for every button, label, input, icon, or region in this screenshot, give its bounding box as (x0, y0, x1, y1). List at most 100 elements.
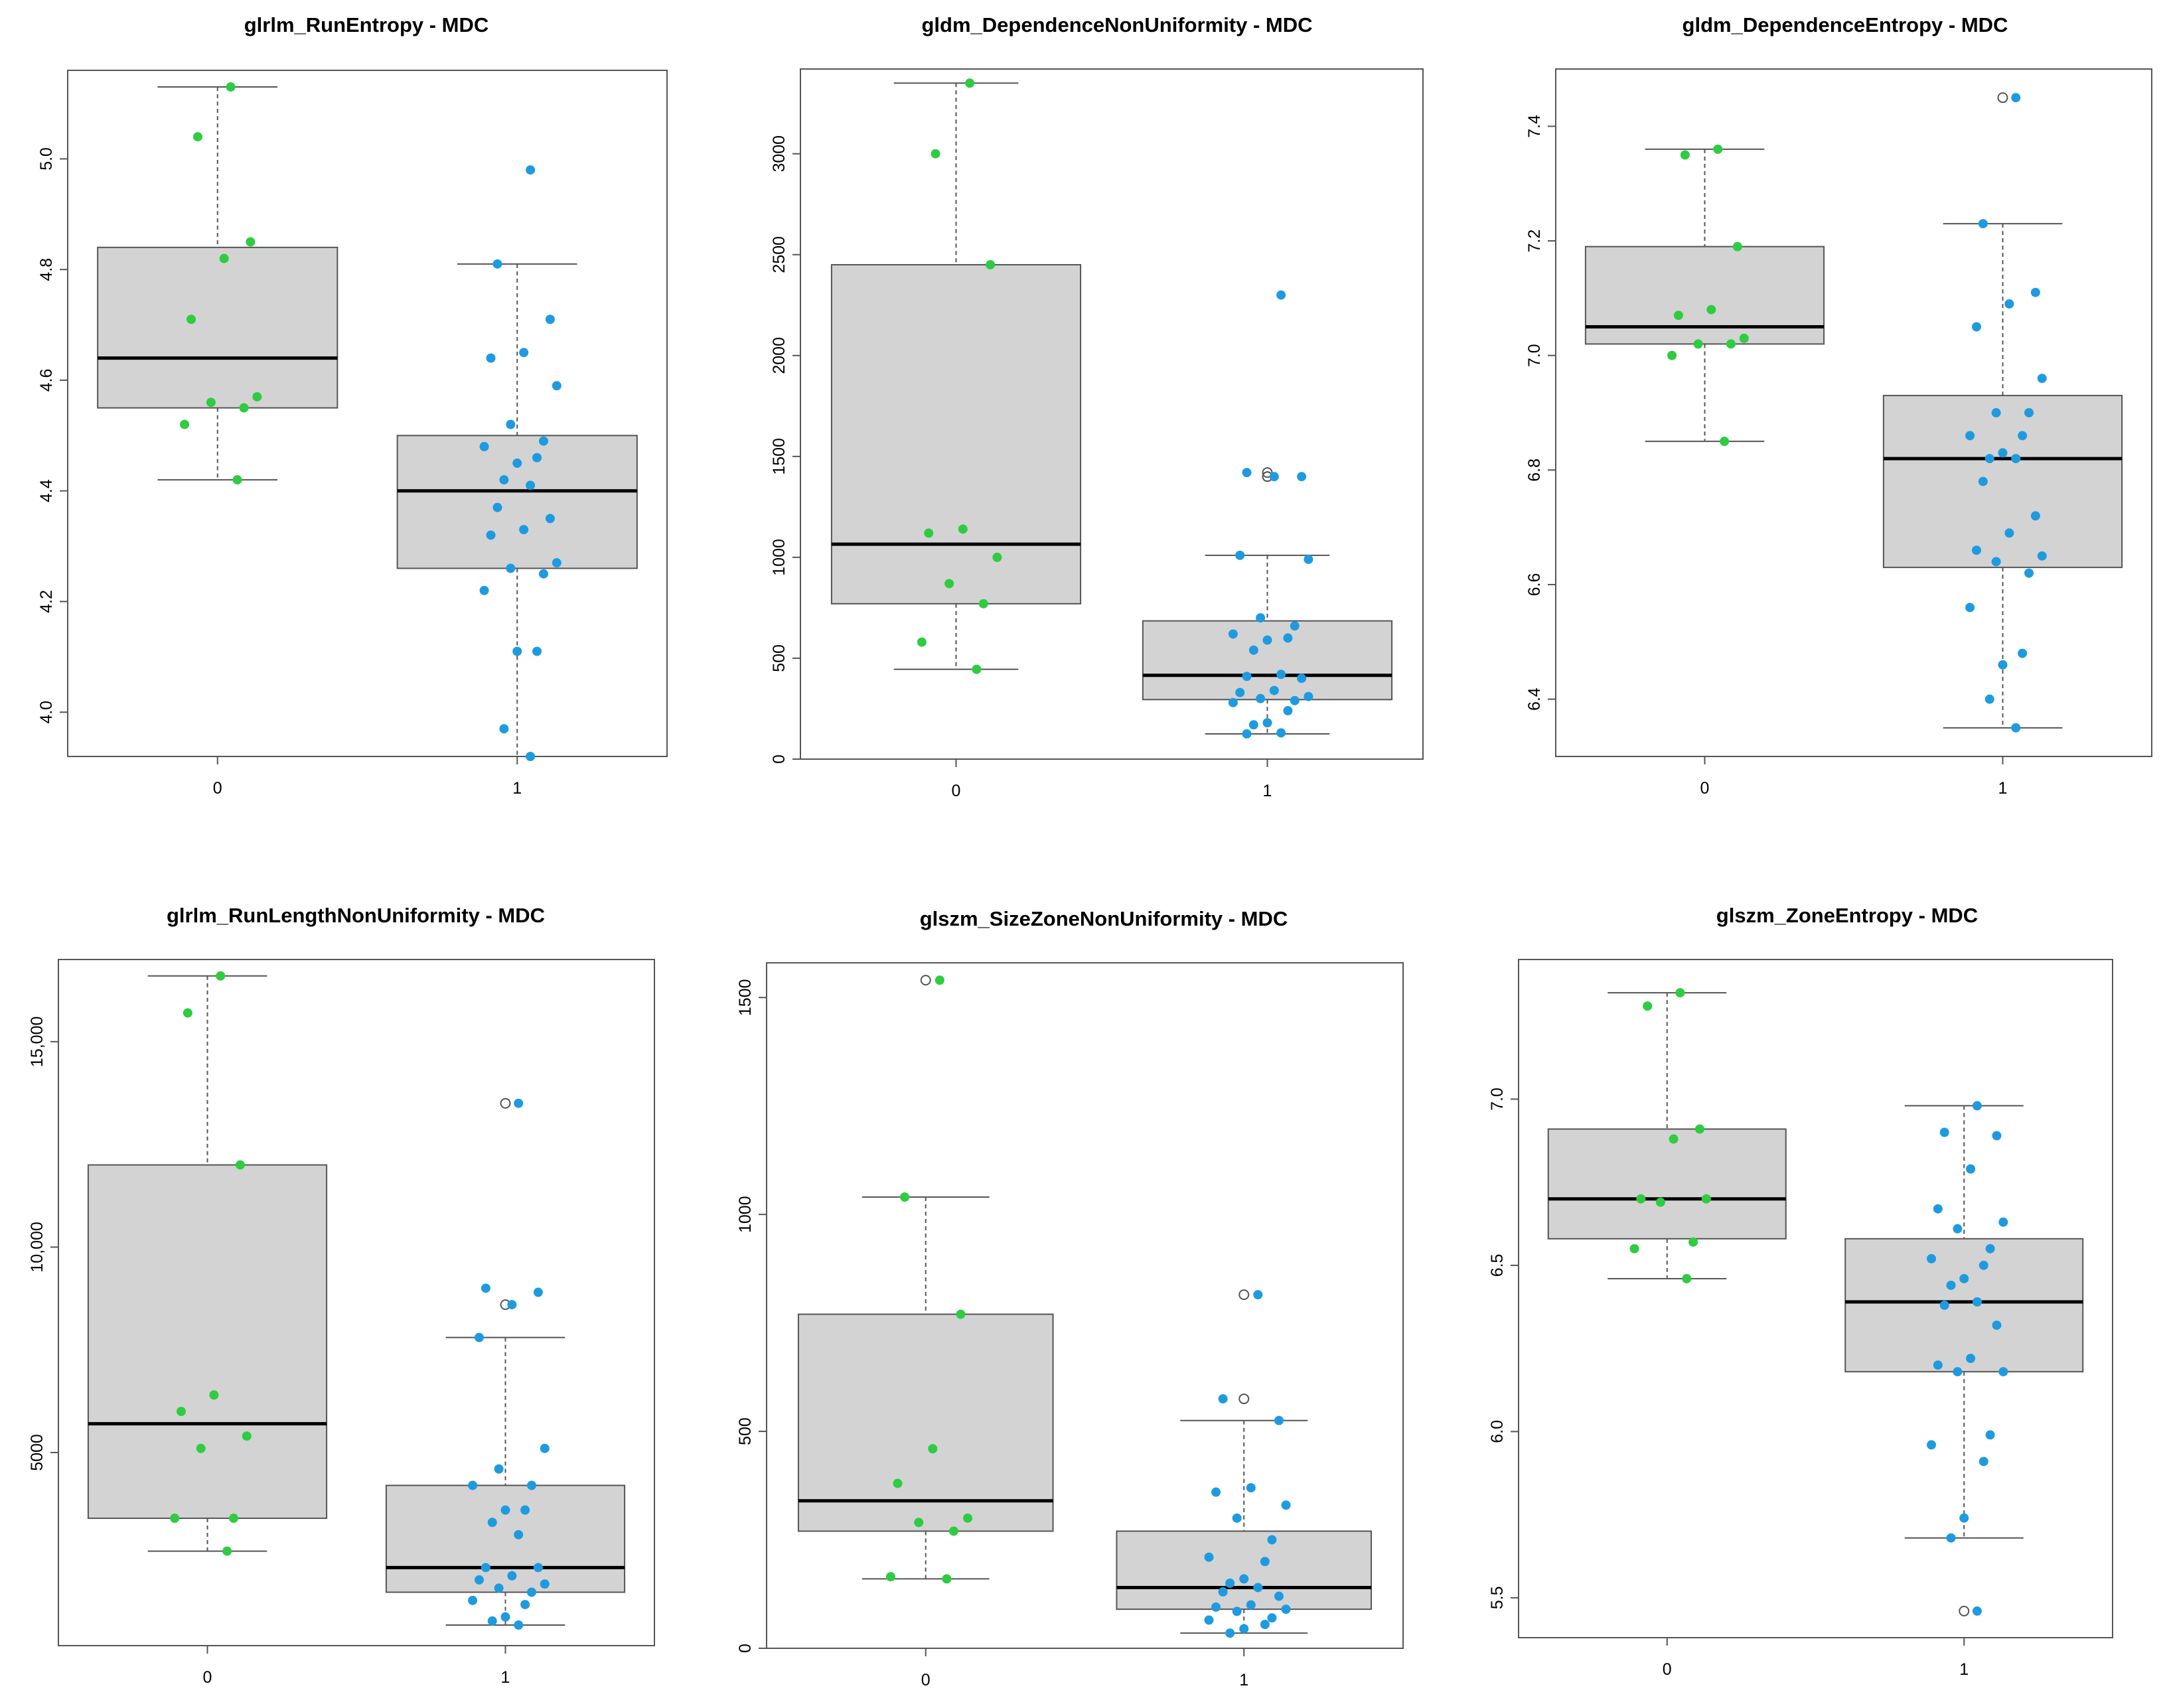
plot-frame (766, 962, 1404, 1649)
data-point (917, 637, 927, 647)
x-tick-label: 1 (1959, 1660, 1969, 1679)
box (97, 246, 338, 409)
data-point (1971, 322, 1981, 332)
data-point (900, 1192, 910, 1202)
data-point (512, 459, 522, 468)
data-point (506, 419, 516, 429)
data-point (886, 1572, 896, 1582)
y-tick-label: 1500 (736, 979, 755, 1016)
data-point (2030, 511, 2040, 521)
data-point (1673, 311, 1683, 320)
data-point (1274, 1415, 1284, 1425)
data-point (538, 436, 548, 446)
data-point (1933, 1360, 1943, 1370)
data-point (468, 1595, 478, 1605)
data-point (1972, 1101, 1982, 1111)
data-point (1959, 1273, 1969, 1283)
outlier-point (1959, 1605, 1970, 1616)
y-tick-label: 5.5 (1488, 1586, 1507, 1609)
data-point (942, 1574, 952, 1584)
data-point (1643, 1001, 1653, 1011)
data-point (1232, 1513, 1242, 1523)
y-tick-label: 7.4 (1525, 115, 1544, 138)
data-point (239, 403, 249, 413)
data-point (1248, 645, 1258, 655)
data-point (1262, 635, 1272, 645)
x-tick-label: 0 (1663, 1660, 1672, 1679)
box (385, 1484, 626, 1593)
data-point (944, 579, 954, 589)
y-tick-label: 2000 (770, 337, 788, 374)
y-tick-label: 4.4 (37, 479, 56, 502)
y-tick-label: 7.0 (1488, 1088, 1507, 1111)
data-point (1933, 1204, 1943, 1214)
y-tick-label: 7.2 (1525, 230, 1544, 253)
data-point (527, 1480, 537, 1490)
data-point (1667, 350, 1677, 360)
box (1844, 1238, 2084, 1373)
data-point (1984, 454, 1994, 464)
data-point (893, 1478, 903, 1488)
y-tick-label: 1000 (736, 1196, 755, 1233)
data-point (1283, 706, 1293, 716)
data-point (492, 259, 502, 269)
data-point (1726, 339, 1736, 349)
data-point (1276, 670, 1286, 679)
y-tick-label: 7.0 (1525, 344, 1544, 367)
data-point (2024, 408, 2034, 417)
data-point (986, 259, 996, 269)
data-point (538, 569, 548, 579)
data-point (1953, 1367, 1963, 1377)
y-tick-label: 2500 (770, 236, 788, 273)
data-point (1978, 476, 1988, 486)
data-point (1966, 1164, 1976, 1174)
data-point (486, 530, 496, 540)
data-point (1246, 1600, 1256, 1610)
data-point (206, 397, 216, 407)
data-point (1998, 1367, 2008, 1377)
data-point (183, 1008, 192, 1018)
data-point (1211, 1487, 1221, 1497)
data-point (222, 1546, 232, 1556)
y-tick-label: 10,000 (28, 1222, 46, 1272)
data-point (514, 1098, 524, 1108)
data-point (552, 381, 561, 391)
data-point (1269, 472, 1279, 482)
data-point (914, 1518, 924, 1528)
data-point (1682, 1273, 1692, 1283)
y-tick-label: 4.6 (37, 369, 56, 392)
box (396, 435, 638, 569)
data-point (1239, 1574, 1249, 1584)
data-point (533, 1563, 543, 1573)
y-tick-label: 5.0 (37, 147, 56, 171)
data-point (1225, 1578, 1235, 1588)
data-point (500, 1612, 510, 1622)
data-point (1991, 408, 2001, 417)
data-point (520, 1600, 530, 1610)
data-point (1297, 472, 1307, 482)
data-point (1267, 1535, 1277, 1545)
data-point (2018, 431, 2028, 441)
data-point (487, 1518, 497, 1528)
data-point (2037, 374, 2047, 384)
outlier-point (500, 1098, 511, 1109)
data-point (1276, 728, 1286, 738)
data-point (1204, 1615, 1214, 1625)
data-point (1939, 1301, 1949, 1311)
data-point (1985, 1244, 1995, 1253)
data-point (1998, 1217, 2008, 1227)
data-point (242, 1431, 252, 1441)
data-point (1218, 1587, 1228, 1597)
data-point (1680, 150, 1690, 160)
x-tick-label: 0 (203, 1668, 212, 1687)
data-point (1262, 718, 1272, 728)
data-point (958, 524, 968, 534)
data-point (1972, 1606, 1982, 1616)
box (1547, 1128, 1787, 1240)
data-point (232, 475, 242, 485)
data-point (1965, 603, 1975, 612)
data-point (500, 1505, 510, 1515)
y-tick-label: 500 (736, 1417, 755, 1445)
x-tick-label: 1 (1239, 1671, 1248, 1689)
data-point (1290, 621, 1300, 631)
